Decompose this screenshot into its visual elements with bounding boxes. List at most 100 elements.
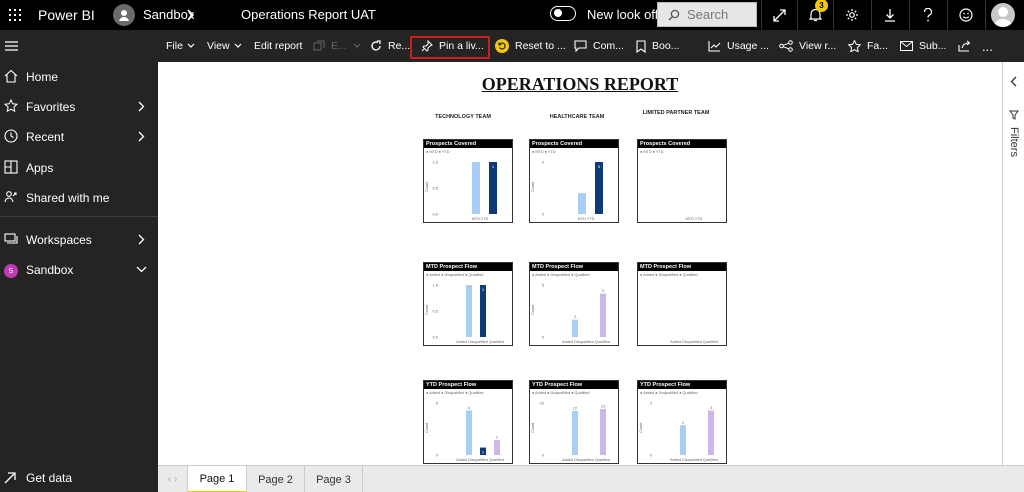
y-axis-label: Count — [425, 304, 429, 315]
reset-button[interactable]: Reset to ... — [495, 30, 566, 62]
comments-button[interactable]: Com... — [574, 30, 624, 62]
bar-added[interactable] — [572, 411, 578, 455]
edit-disabled-label: E... — [331, 40, 347, 52]
bar-qualified[interactable] — [494, 440, 500, 455]
bar-chart: Added Disqualified Qualified — [670, 340, 718, 344]
bookmarks-button[interactable]: Boo... — [636, 30, 679, 62]
bar-disqualified[interactable] — [480, 447, 486, 455]
usage-metrics-button[interactable]: Usage ... — [708, 30, 769, 62]
tab-page-3[interactable]: Page 3 — [305, 466, 363, 492]
file-menu-button[interactable]: File — [166, 30, 195, 62]
workspace-avatar[interactable] — [113, 4, 135, 26]
get-data-button[interactable]: Get data — [0, 465, 158, 492]
y-tick-label: 0 — [542, 335, 545, 340]
user-avatar[interactable] — [991, 3, 1015, 27]
y-tick-label: 0.5 — [432, 309, 438, 314]
chart-card[interactable]: MTD Prospect Flow ● Added ● Disqualified … — [423, 262, 513, 346]
view-related-label: View r... — [799, 40, 837, 52]
tab-page-1[interactable]: Page 1 — [188, 466, 247, 492]
chart-legend: ● Added ● Disqualified ● Qualified — [426, 273, 484, 277]
nav-workspaces[interactable]: Workspaces — [0, 226, 158, 254]
nav-home[interactable]: Home — [0, 63, 158, 91]
data-label: 1 — [482, 287, 485, 292]
help-button[interactable] — [909, 0, 946, 30]
pin-live-label: Pin a liv... — [439, 40, 484, 52]
bar-added[interactable] — [680, 425, 686, 455]
view-menu-button[interactable]: View — [207, 30, 242, 62]
chart-card[interactable]: Prospects Covered ● MTD ● YTD MTD YTD — [637, 139, 727, 223]
nav-favorites[interactable]: Favorites — [0, 93, 158, 121]
chart-card[interactable]: YTD Prospect Flow ● Added ● Disqualified … — [423, 380, 513, 464]
brand-name[interactable]: Power BI — [38, 7, 95, 23]
account-button[interactable] — [985, 0, 1024, 30]
chart-card[interactable]: YTD Prospect Flow ● Added ● Disqualified … — [529, 380, 619, 464]
data-label: 1 — [482, 450, 485, 455]
chart-card[interactable]: Prospects Covered ● MTD ● YTD 2 0 Count 5 MTD … — [529, 139, 619, 223]
download-button[interactable] — [871, 0, 908, 30]
bar-ytd[interactable] — [489, 162, 497, 214]
y-axis-label: Count — [531, 304, 535, 315]
search-input[interactable]: Search — [657, 2, 757, 27]
report-canvas: OPERATIONS REPORT TECHNOLOGY TEAM HEALTH… — [158, 62, 1002, 465]
new-look-label: New look off — [587, 7, 659, 22]
x-axis-categories: Added Disqualified Qualified — [670, 340, 718, 344]
share-button[interactable] — [958, 30, 977, 62]
bar-mtd[interactable] — [578, 193, 586, 214]
hamburger-menu-icon[interactable] — [5, 41, 18, 51]
chart-card[interactable]: Prospects Covered ● MTD ● YTD 1.0 0.5 0.0 Cou… — [423, 139, 513, 223]
bar-disqualified[interactable] — [480, 285, 486, 337]
more-options-button[interactable]: ... — [982, 30, 993, 62]
nav-shared[interactable]: Shared with me — [0, 184, 158, 212]
y-tick-label: 1.0 — [432, 283, 438, 288]
favorite-button[interactable]: Fa... — [848, 30, 888, 62]
chart-legend: ● Added ● Disqualified ● Qualified — [532, 391, 590, 395]
y-tick-label: 2 — [650, 401, 653, 406]
chart-card[interactable]: MTD Prospect Flow ● Added ● Disqualified … — [637, 262, 727, 346]
subscribe-button[interactable]: Sub... — [900, 30, 946, 62]
tab-page-2[interactable]: Page 2 — [247, 466, 305, 492]
new-look-toggle[interactable] — [550, 6, 576, 21]
refresh-button[interactable]: Re... — [370, 30, 410, 62]
x-axis-categories: Added Disqualified Qualified — [562, 458, 610, 462]
y-axis-label: Count — [425, 422, 429, 433]
chart-card[interactable]: MTD Prospect Flow ● Added ● Disqualified … — [529, 262, 619, 346]
app-launcher-icon[interactable] — [0, 0, 29, 30]
page-nav-prev[interactable]: ‹ › — [158, 466, 188, 492]
shared-icon — [4, 191, 17, 203]
chevron-down-icon — [353, 43, 361, 48]
chevron-left-icon[interactable] — [1010, 76, 1017, 87]
data-label: 5 — [602, 288, 605, 293]
data-label: 22 — [573, 406, 578, 411]
bar-added[interactable] — [466, 410, 472, 455]
bar-added[interactable] — [572, 319, 578, 337]
nav-sandbox[interactable]: S Sandbox — [0, 256, 158, 284]
nav-shared-label: Shared with me — [26, 191, 110, 205]
view-related-button[interactable]: View r... — [779, 30, 836, 62]
nav-apps[interactable]: Apps — [0, 154, 158, 182]
pin-live-page-button[interactable]: Pin a liv... — [421, 30, 484, 62]
x-axis-categories: MTD YTD — [578, 217, 595, 221]
settings-button[interactable] — [833, 0, 870, 30]
edit-report-button[interactable]: Edit report — [254, 30, 302, 62]
y-tick-label: 5 — [436, 401, 439, 406]
bar-qualified[interactable] — [708, 410, 714, 455]
feedback-button[interactable] — [947, 0, 984, 30]
chart-card[interactable]: YTD Prospect Flow ● Added ● Disqualified … — [637, 380, 727, 464]
bar-chart: 5 0 Count 2 5 Added Disqualified Qualified — [531, 283, 610, 345]
chart-card-title: YTD Prospect Flow — [638, 381, 726, 389]
chart-card-title: MTD Prospect Flow — [424, 263, 512, 271]
workspace-breadcrumb[interactable]: Sandbox — [143, 7, 195, 22]
bar-ytd[interactable] — [595, 162, 603, 214]
chart-line-icon — [708, 41, 721, 52]
expand-button[interactable] — [761, 0, 796, 30]
x-axis-categories: Added Disqualified Qualified — [670, 458, 718, 462]
bar-qualified[interactable] — [600, 409, 606, 455]
bar-mtd[interactable] — [472, 162, 480, 214]
file-menu-label: File — [166, 40, 183, 52]
bar-qualified[interactable] — [600, 293, 606, 337]
bar-added[interactable] — [466, 285, 472, 337]
pin-live-highlight — [410, 36, 490, 59]
nav-recent[interactable]: Recent — [0, 123, 158, 151]
filters-pane[interactable]: Filters — [1002, 62, 1024, 465]
usage-label: Usage ... — [727, 40, 770, 52]
